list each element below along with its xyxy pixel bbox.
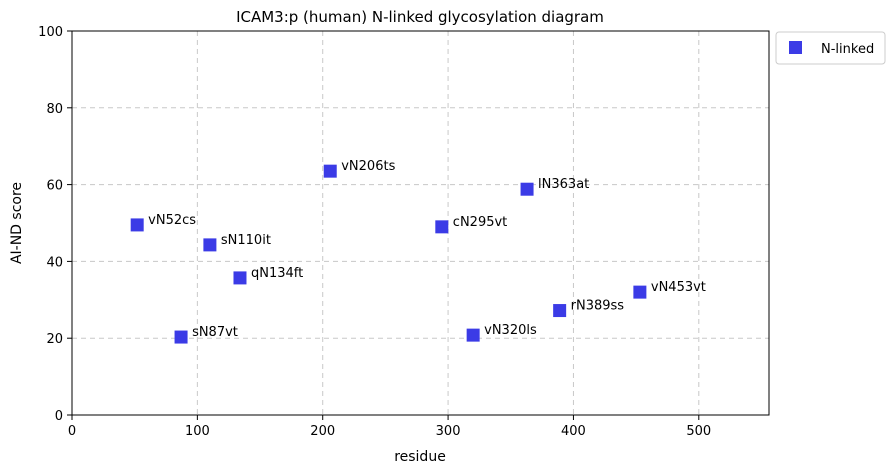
data-label: sN87vt	[192, 325, 238, 340]
grid	[72, 31, 769, 415]
data-point	[435, 220, 449, 234]
x-tick-label: 400	[561, 424, 586, 439]
y-tick-label: 40	[46, 255, 63, 270]
x-tick-label: 200	[310, 424, 335, 439]
legend-marker	[789, 41, 802, 54]
x-tick-label: 0	[68, 424, 76, 439]
data-points	[130, 164, 647, 344]
legend: N-linked	[775, 31, 886, 65]
y-tick-label: 100	[38, 25, 63, 40]
data-label: qN134ft	[251, 266, 303, 281]
legend-frame	[775, 31, 886, 65]
y-tick-label: 60	[46, 179, 63, 194]
data-point	[553, 304, 567, 318]
data-label: rN389ss	[571, 299, 625, 314]
axes: 0 100 200 300 400 500 0 20 40 60 80 100	[38, 25, 770, 439]
point-labels: vN52cs sN87vt sN110it qN134ft vN206ts cN295vt…	[148, 159, 706, 340]
legend-label: N-linked	[821, 42, 874, 57]
data-label: cN295vt	[453, 215, 507, 230]
data-point	[633, 285, 647, 299]
data-point	[174, 330, 188, 344]
data-point	[203, 238, 217, 252]
x-tick-label: 300	[436, 424, 461, 439]
data-point	[130, 218, 144, 232]
data-point	[233, 271, 247, 285]
y-tick-label: 0	[55, 409, 63, 424]
data-point	[466, 328, 480, 342]
plot-frame	[71, 30, 770, 416]
data-point	[520, 182, 534, 196]
data-label: vN52cs	[148, 213, 196, 228]
y-tick-label: 20	[46, 332, 63, 347]
data-label: vN320ls	[484, 323, 537, 338]
x-tick-label: 100	[185, 424, 210, 439]
y-tick-label: 80	[46, 102, 63, 117]
data-label: sN110it	[221, 233, 271, 248]
y-axis-title: AI-ND score	[9, 182, 25, 264]
data-label: vN206ts	[341, 159, 395, 174]
data-label: vN453vt	[651, 280, 706, 295]
x-tick-label: 500	[686, 424, 711, 439]
data-point	[323, 164, 337, 178]
chart-title: ICAM3:p (human) N-linked glycosylation d…	[236, 8, 604, 26]
data-label: lN363at	[538, 177, 589, 192]
x-axis-title: residue	[394, 449, 446, 465]
